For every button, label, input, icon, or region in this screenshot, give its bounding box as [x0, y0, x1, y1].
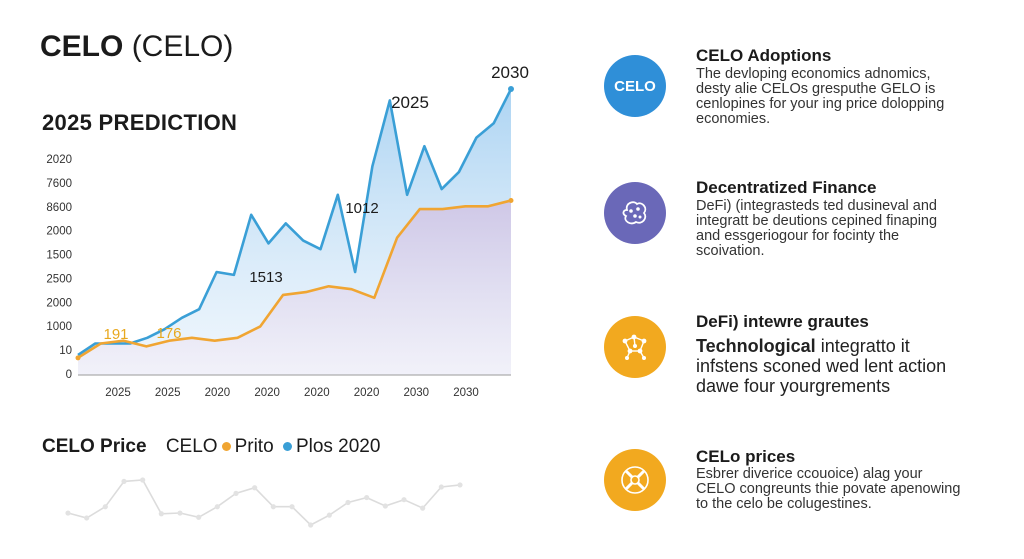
sparkline-point: [84, 515, 90, 521]
sparkline-line: [67, 479, 461, 526]
sparkline-point: [382, 503, 388, 509]
feature-line: DeFi) (integrasteds ted dusineval and: [696, 198, 937, 214]
feature-text: Esbrer diverice ccouoice) alag your CELO…: [696, 467, 960, 512]
sparkline-point: [364, 494, 370, 501]
y-tick-label: 8600: [46, 202, 72, 214]
feature-title: Decentratized Finance: [696, 178, 877, 197]
sparkline-point: [326, 512, 332, 518]
sparkline-point: [121, 478, 127, 485]
feature-line: and essgeriogour for focinty the: [696, 228, 900, 244]
feature-line: integratt be deutions cepined finaping: [696, 213, 938, 229]
chart-annotation: 1012: [345, 200, 378, 217]
legend-item-celo: CELO: [165, 436, 218, 457]
series-line-blue: [77, 88, 513, 357]
celo-coin-icon: [604, 449, 666, 511]
series-point-orange: [508, 198, 514, 204]
chart-annotation: 2025: [391, 93, 429, 112]
sparkline-point: [308, 522, 314, 528]
x-tick-label: 2020: [254, 387, 280, 399]
feature-defi: Decentratized Finance DeFi) (integrasted…: [604, 178, 1004, 262]
title-bold: CELO: [40, 30, 124, 63]
legend-dot-orange: [221, 441, 231, 451]
y-tick-label: 7600: [46, 178, 72, 190]
sparkline-point: [214, 504, 220, 510]
sparkline-point: [233, 490, 239, 496]
sparkline-point: [345, 499, 351, 506]
legend-item-plos: Plos 2020: [295, 436, 381, 457]
feature-line: integratto it: [815, 336, 910, 356]
sparkline-point: [438, 484, 444, 490]
sparkline-point: [457, 482, 463, 488]
feature-text: Technological integratto it infstens sco…: [696, 336, 946, 396]
y-tick-label: 2000: [46, 226, 72, 238]
sparkline-point: [140, 477, 146, 483]
feature-subtitle: Technological: [696, 336, 816, 356]
feature-title: CELo prices: [696, 447, 796, 466]
chart-annotation: 2030: [491, 63, 529, 82]
chart-title: 2025 PREDICTION: [42, 110, 238, 135]
sparkline-point: [401, 497, 407, 503]
feature-line: infstens sconed wed lent action: [696, 356, 947, 376]
series-point-blue: [508, 86, 514, 92]
celo-logo-text: CELO: [614, 77, 656, 95]
feature-title: DeFi) intewre grautes: [696, 312, 869, 331]
chart-annotation: 1513: [249, 269, 282, 286]
x-tick-label: 2030: [403, 387, 429, 399]
series-line-orange: [77, 199, 512, 359]
feature-line: scoivation.: [696, 243, 765, 259]
legend-item-prito: Prito: [234, 436, 274, 457]
feature-title: CELO Adoptions: [696, 46, 832, 65]
sparkline-point: [252, 485, 258, 491]
y-tick-label: 1000: [46, 321, 72, 333]
feature-celo-prices: CELo prices Esbrer diverice ccouoice) al…: [604, 447, 1004, 517]
feature-line: to the celo be colugestines.: [696, 496, 872, 512]
feature-text: DeFi) (integrasteds ted dusineval and in…: [696, 199, 937, 259]
price-sparkline: [65, 477, 463, 528]
chart-annotation: 176: [156, 325, 181, 342]
y-tick-label: 10: [59, 345, 72, 357]
chart-annotation: 191: [103, 326, 128, 343]
sparkline-point: [270, 504, 276, 510]
x-tick-label: 2025: [155, 387, 181, 399]
series-area-orange: [78, 200, 511, 375]
feature-line: cenlopines for your ing price dolopping: [696, 96, 945, 112]
feature-line: desty alie CELOs gresputhe GELO is: [696, 81, 936, 97]
feature-technology: DeFi) intewre grautes Technological inte…: [604, 312, 1004, 402]
sparkline-point: [196, 514, 202, 520]
y-tick-label: 2500: [46, 273, 72, 285]
sparkline-point: [289, 504, 295, 510]
feature-line: CELO congreunts thie povate apenowing: [696, 481, 961, 497]
x-tick-label: 2025: [105, 387, 131, 399]
feature-celo-adoption: CELO CELO Adoptions The devloping econom…: [604, 46, 1004, 130]
y-tick-label: 2000: [46, 297, 72, 309]
x-tick-label: 2030: [453, 387, 479, 399]
x-tick-label: 2020: [205, 387, 231, 399]
sparkline-point: [102, 504, 108, 510]
legend-dot-blue: [282, 441, 292, 451]
x-tick-label: 2020: [304, 387, 330, 399]
feature-line: Esbrer diverice ccouoice) alag your: [696, 466, 923, 482]
main-chart: 2020 7600 8600 2000 1500 2500 2000 1000 10 0 2025…: [46, 63, 529, 399]
feature-line: dawe four yourgrements: [696, 376, 891, 396]
series-point-orange: [75, 355, 81, 361]
page-title: CELO (CELO): [40, 30, 233, 64]
chart-legend: CELO Price CELO Prito Plos 2020: [42, 436, 380, 458]
sparkline-point: [158, 511, 164, 517]
feature-line: economies.: [696, 111, 771, 127]
celo-logo: CELO: [604, 55, 666, 117]
legend-head: CELO Price: [42, 436, 147, 457]
title-ticker: (CELO): [131, 30, 234, 63]
sparkline-point: [65, 510, 71, 516]
y-tick-label: 1500: [46, 250, 72, 262]
feature-line: The devloping economics adnomics,: [696, 66, 931, 82]
sparkline-point: [177, 510, 183, 516]
defi-network-icon: [604, 182, 666, 244]
y-tick-label: 2020: [46, 154, 72, 166]
sparkline-point: [420, 505, 426, 511]
blockchain-nodes-icon: [604, 316, 666, 378]
x-tick-label: 2020: [354, 387, 380, 399]
y-tick-label: 0: [66, 369, 72, 381]
feature-text: The devloping economics adnomics, desty …: [696, 67, 944, 127]
